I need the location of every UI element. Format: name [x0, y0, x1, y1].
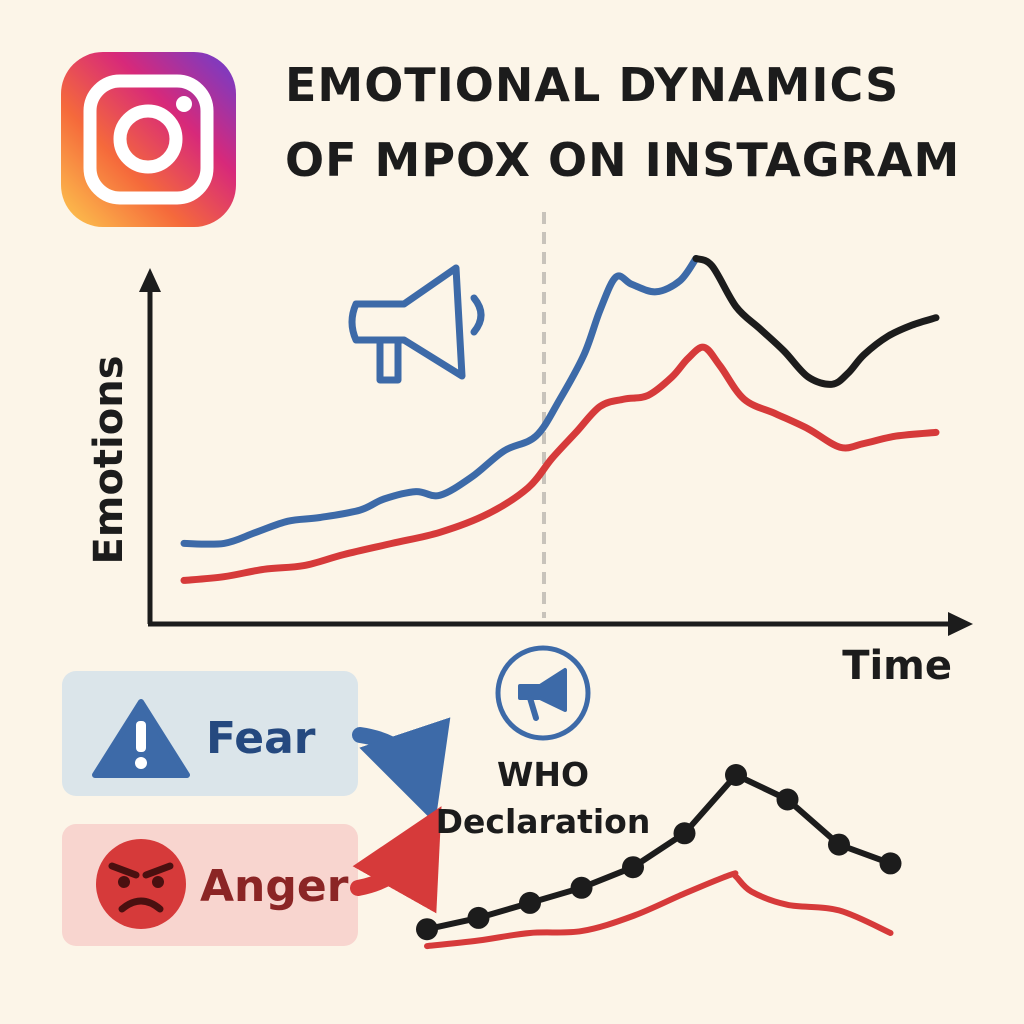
mini-series-line-1	[424, 772, 894, 933]
main-chart: Emotions Time	[86, 212, 973, 689]
y-axis-label: Emotions	[86, 355, 132, 564]
mini-series-1-point-10	[879, 852, 902, 875]
series-line-anger	[180, 343, 940, 584]
y-axis-arrowhead	[139, 268, 161, 292]
mini-series-1-point-7	[725, 764, 747, 786]
who-declaration-annotation: WHO Declaration	[436, 645, 651, 841]
instagram-logo-icon	[61, 52, 236, 227]
x-axis-arrowhead	[948, 612, 973, 636]
mini-series-1-point-9	[828, 833, 850, 856]
megaphone-circle-icon	[495, 645, 591, 741]
fear-arrow-icon	[352, 717, 451, 824]
anger-arrow-icon	[350, 806, 442, 914]
mini-series-1-point-4	[570, 876, 593, 899]
mini-chart	[416, 764, 902, 950]
mini-series-line-2	[424, 870, 894, 950]
main-series-group	[180, 255, 940, 584]
legend-anger-label: Anger	[200, 861, 349, 912]
series-line-fear	[180, 255, 700, 548]
mini-series-1-point-8	[776, 788, 799, 811]
annotation-line-1: WHO	[497, 755, 589, 794]
legend-anger: Anger	[62, 824, 358, 946]
legend-fear: Fear	[62, 671, 358, 796]
mini-series-1-point-6	[673, 822, 696, 845]
title-line-1: EMOTIONAL DYNAMICS	[285, 58, 899, 112]
megaphone-icon	[348, 264, 485, 384]
warning-triangle-icon	[92, 699, 190, 778]
legend-fear-label: Fear	[206, 713, 316, 764]
title-line-2: OF MPOX ON INSTAGRAM	[285, 133, 960, 187]
x-axis-label: Time	[842, 643, 952, 689]
series-line-fear-post-peak	[692, 255, 940, 388]
mini-series-1-point-3	[519, 891, 541, 914]
mini-series-1-point-2	[467, 906, 490, 929]
angry-face-icon	[96, 839, 186, 929]
mini-series-1-point-5	[622, 856, 644, 879]
mini-series-1-point-1	[416, 918, 438, 941]
annotation-line-2: Declaration	[436, 802, 651, 841]
